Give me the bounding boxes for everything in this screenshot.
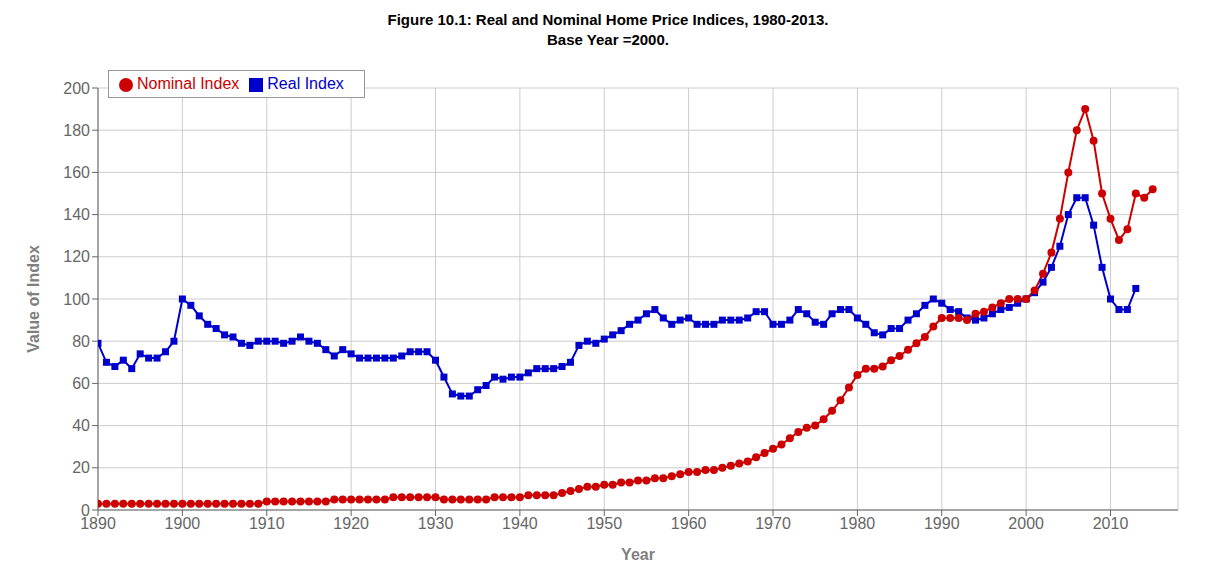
svg-text:20: 20	[72, 459, 90, 476]
svg-text:1900: 1900	[165, 515, 201, 532]
svg-text:1950: 1950	[586, 515, 622, 532]
svg-text:1990: 1990	[924, 515, 960, 532]
svg-text:1910: 1910	[249, 515, 285, 532]
svg-text:180: 180	[63, 122, 90, 139]
svg-text:160: 160	[63, 164, 90, 181]
svg-text:40: 40	[72, 417, 90, 434]
html-text:Figure 10.1: Real and Nominal: Figure 10.1: Real and Nominal Home Price…	[387, 11, 829, 28]
svg-text:0: 0	[81, 502, 90, 519]
svg-text:2010: 2010	[1093, 515, 1129, 532]
svg-text:Value of Index: Value of Index	[25, 245, 42, 353]
svg-text:1970: 1970	[755, 515, 791, 532]
html-text:Base Year =2000.: Base Year =2000.	[547, 31, 669, 48]
svg-text:Year: Year	[621, 546, 655, 563]
svg-text:1890: 1890	[80, 515, 116, 533]
svg-text:2000: 2000	[1008, 515, 1044, 532]
html-text:Nominal Index: Nominal Index	[137, 75, 240, 92]
svg-text:80: 80	[72, 333, 90, 350]
svg-text:140: 140	[63, 206, 90, 223]
html-text:Real Index: Real Index	[267, 75, 344, 92]
svg-text:100: 100	[63, 291, 90, 308]
svg-text:1920: 1920	[333, 515, 369, 532]
svg-text:1930: 1930	[418, 515, 454, 532]
svg-text:120: 120	[63, 248, 90, 265]
svg-text:1940: 1940	[502, 515, 538, 532]
svg-text:60: 60	[72, 375, 90, 392]
svg-text:1960: 1960	[671, 515, 707, 532]
svg-text:1980: 1980	[840, 515, 876, 532]
svg-text:200: 200	[63, 80, 90, 97]
